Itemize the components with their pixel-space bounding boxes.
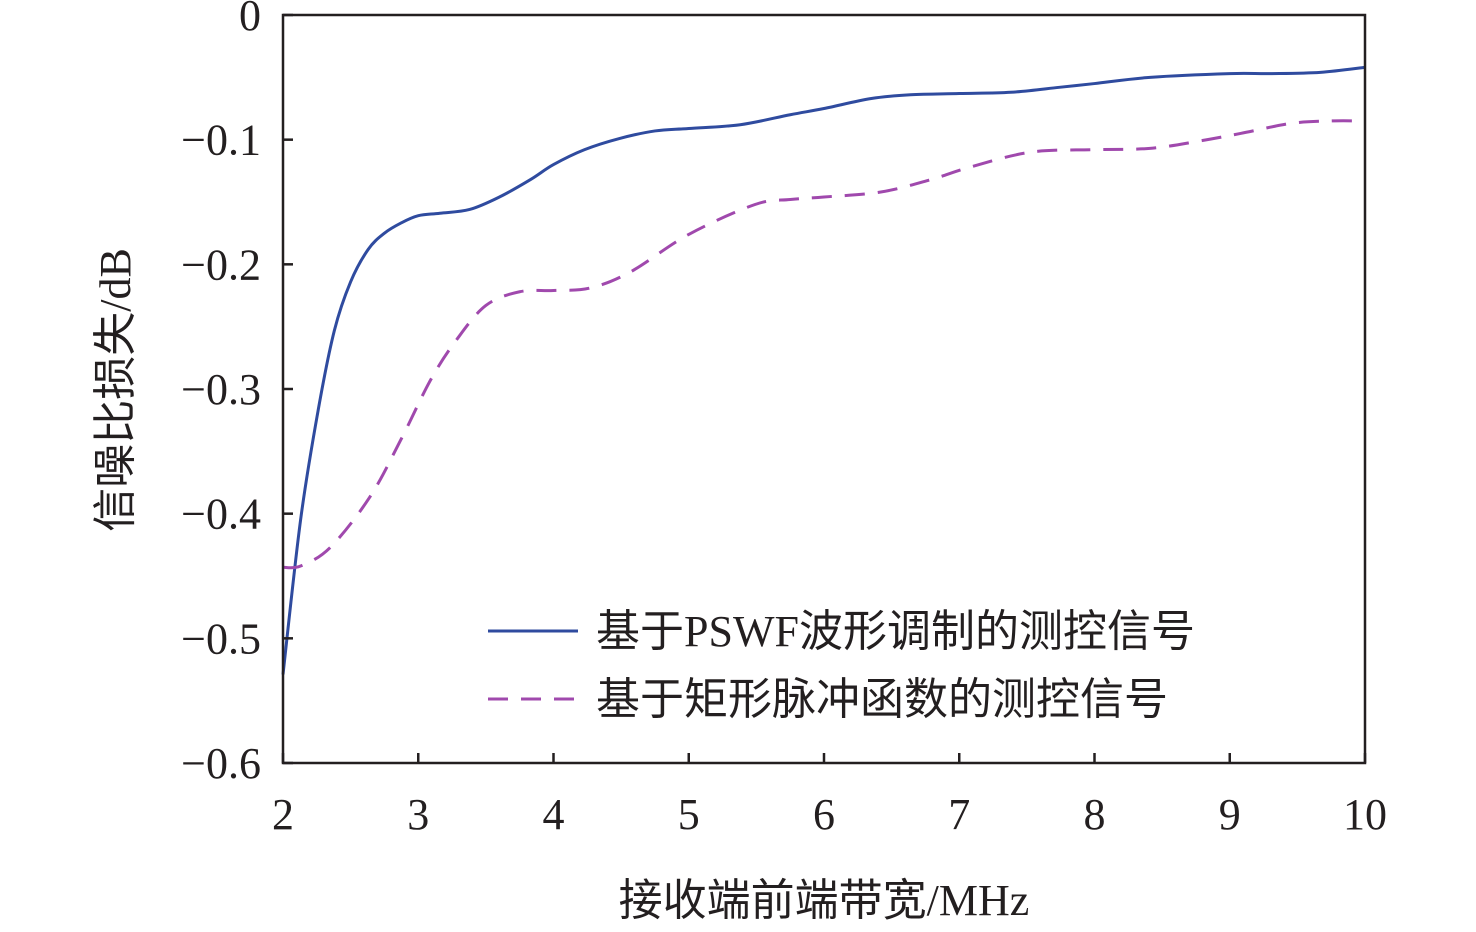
y-tick-label: −0.5 <box>181 614 261 663</box>
y-tick-label: −0.4 <box>181 490 261 539</box>
y-tick-label: −0.2 <box>181 240 261 289</box>
legend: 基于PSWF波形调制的测控信号 基于矩形脉冲函数的测控信号 <box>488 607 1195 724</box>
x-axis-label: 接收端前端带宽/MHz <box>619 876 1030 925</box>
x-tick-label: 5 <box>678 790 700 839</box>
series-line-0 <box>281 65 1366 675</box>
x-tick-label: 8 <box>1084 790 1106 839</box>
legend-label-rect: 基于矩形脉冲函数的测控信号 <box>596 675 1168 724</box>
legend-label-pswf: 基于PSWF波形调制的测控信号 <box>596 607 1195 656</box>
x-tick-label: 3 <box>407 790 429 839</box>
x-tick-label: 9 <box>1219 790 1241 839</box>
x-axis: 2 3 4 5 6 7 8 9 10 <box>272 753 1387 839</box>
y-axis-label: 信噪比损失/dB <box>91 248 140 532</box>
y-axis: 0 −0.1 −0.2 −0.3 −0.4 −0.5 −0.6 <box>181 0 293 788</box>
y-tick-label: 0 <box>239 0 261 40</box>
y-tick-label: −0.3 <box>181 365 261 414</box>
y-tick-label: −0.6 <box>181 739 261 788</box>
x-tick-label: 10 <box>1343 790 1387 839</box>
y-tick-label: −0.1 <box>181 116 261 165</box>
x-tick-label: 4 <box>543 790 565 839</box>
x-tick-label: 2 <box>272 790 294 839</box>
x-tick-label: 7 <box>948 790 970 839</box>
x-tick-label: 6 <box>813 790 835 839</box>
plot-lines <box>281 65 1366 675</box>
series-line-1 <box>282 119 1366 570</box>
